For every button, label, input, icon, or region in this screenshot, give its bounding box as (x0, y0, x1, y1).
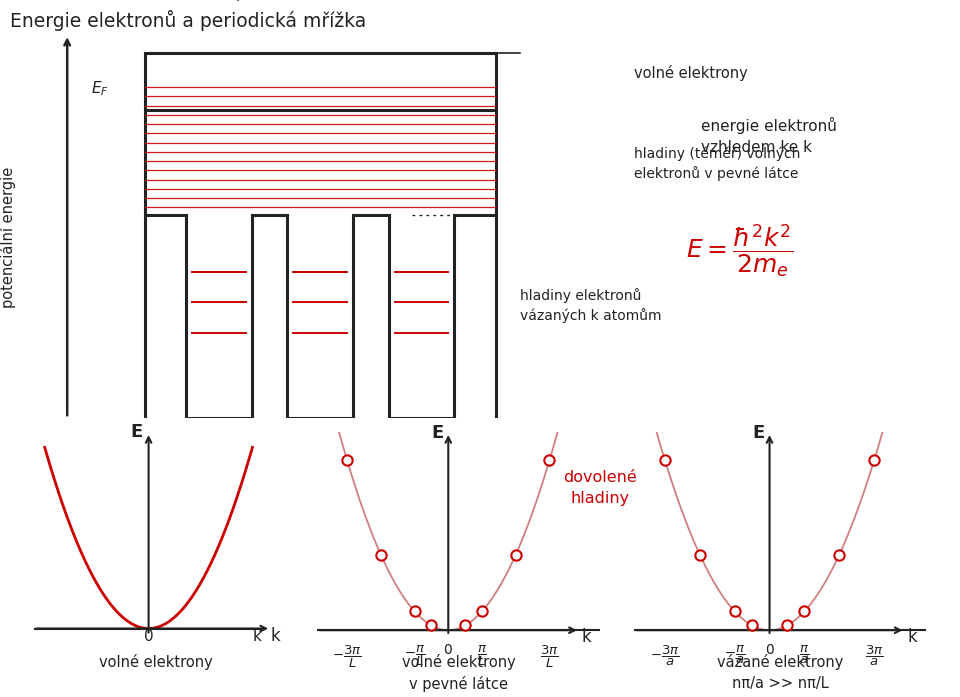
Text: potenciální energie: potenciální energie (0, 167, 15, 307)
Point (340, 455, 355, 466)
Text: hladiny (téměř) volných
elektronů v pevné látce: hladiny (téměř) volných elektronů v pevn… (634, 146, 800, 181)
Text: $E_F$: $E_F$ (91, 79, 108, 98)
Text: $E = \dfrac{\hbar^2 k^2}{2m_e}$: $E = \dfrac{\hbar^2 k^2}{2m_e}$ (686, 222, 794, 279)
Point (867, 455, 882, 466)
Point (780, 620, 795, 631)
Text: $0$: $0$ (764, 643, 775, 657)
Point (407, 606, 422, 617)
Text: $-\dfrac{\pi}{a}$: $-\dfrac{\pi}{a}$ (724, 643, 745, 666)
Text: volné elektrony: volné elektrony (634, 66, 747, 81)
Point (727, 606, 742, 617)
Point (373, 549, 389, 560)
Text: a ~ 10$^{-10}$ m: a ~ 10$^{-10}$ m (176, 486, 262, 505)
Text: hladiny elektronů
vázaných k atomům: hladiny elektronů vázaných k atomům (519, 288, 661, 323)
Point (474, 606, 490, 617)
Text: $-\dfrac{3\pi}{L}$: $-\dfrac{3\pi}{L}$ (332, 643, 362, 670)
Point (692, 549, 708, 560)
Text: k: k (271, 627, 280, 645)
Text: vázané elektrony
nπ/a >> nπ/L: vázané elektrony nπ/a >> nπ/L (717, 654, 843, 691)
Text: $\dfrac{\pi}{L}$: $\dfrac{\pi}{L}$ (477, 643, 487, 668)
Text: $\dfrac{3\pi}{a}$: $\dfrac{3\pi}{a}$ (865, 643, 883, 668)
Text: pevná látka, L ~ 10$^0$ m: pevná látka, L ~ 10$^0$ m (235, 0, 405, 4)
Point (508, 549, 523, 560)
Text: E: E (131, 423, 143, 441)
Point (658, 455, 673, 466)
Text: E: E (752, 424, 764, 442)
Point (797, 606, 812, 617)
Text: energie elektronů
vzhledem ke k: energie elektronů vzhledem ke k (701, 117, 837, 155)
Text: $\dfrac{\pi}{a}$: $\dfrac{\pi}{a}$ (800, 643, 809, 666)
Text: $\dfrac{3\pi}{L}$: $\dfrac{3\pi}{L}$ (540, 643, 559, 670)
Text: 0: 0 (144, 629, 154, 644)
Point (831, 549, 847, 560)
Text: volné elektrony
v pevné látce: volné elektrony v pevné látce (401, 654, 516, 692)
Point (541, 455, 557, 466)
Text: k: k (582, 629, 591, 647)
Text: volné elektrony: volné elektrony (99, 654, 213, 670)
Text: $-\dfrac{\pi}{L}$: $-\dfrac{\pi}{L}$ (404, 643, 425, 668)
Point (458, 620, 473, 631)
Text: $-\dfrac{3\pi}{a}$: $-\dfrac{3\pi}{a}$ (650, 643, 680, 668)
Text: k: k (907, 629, 917, 647)
Text: k: k (252, 629, 261, 644)
Point (744, 620, 759, 631)
Point (423, 620, 439, 631)
Text: E: E (431, 424, 444, 442)
Text: dovolené
hladiny: dovolené hladiny (564, 470, 636, 506)
Text: $0$: $0$ (444, 643, 453, 657)
Text: Energie elektronů a periodická mřížka: Energie elektronů a periodická mřížka (10, 10, 366, 31)
